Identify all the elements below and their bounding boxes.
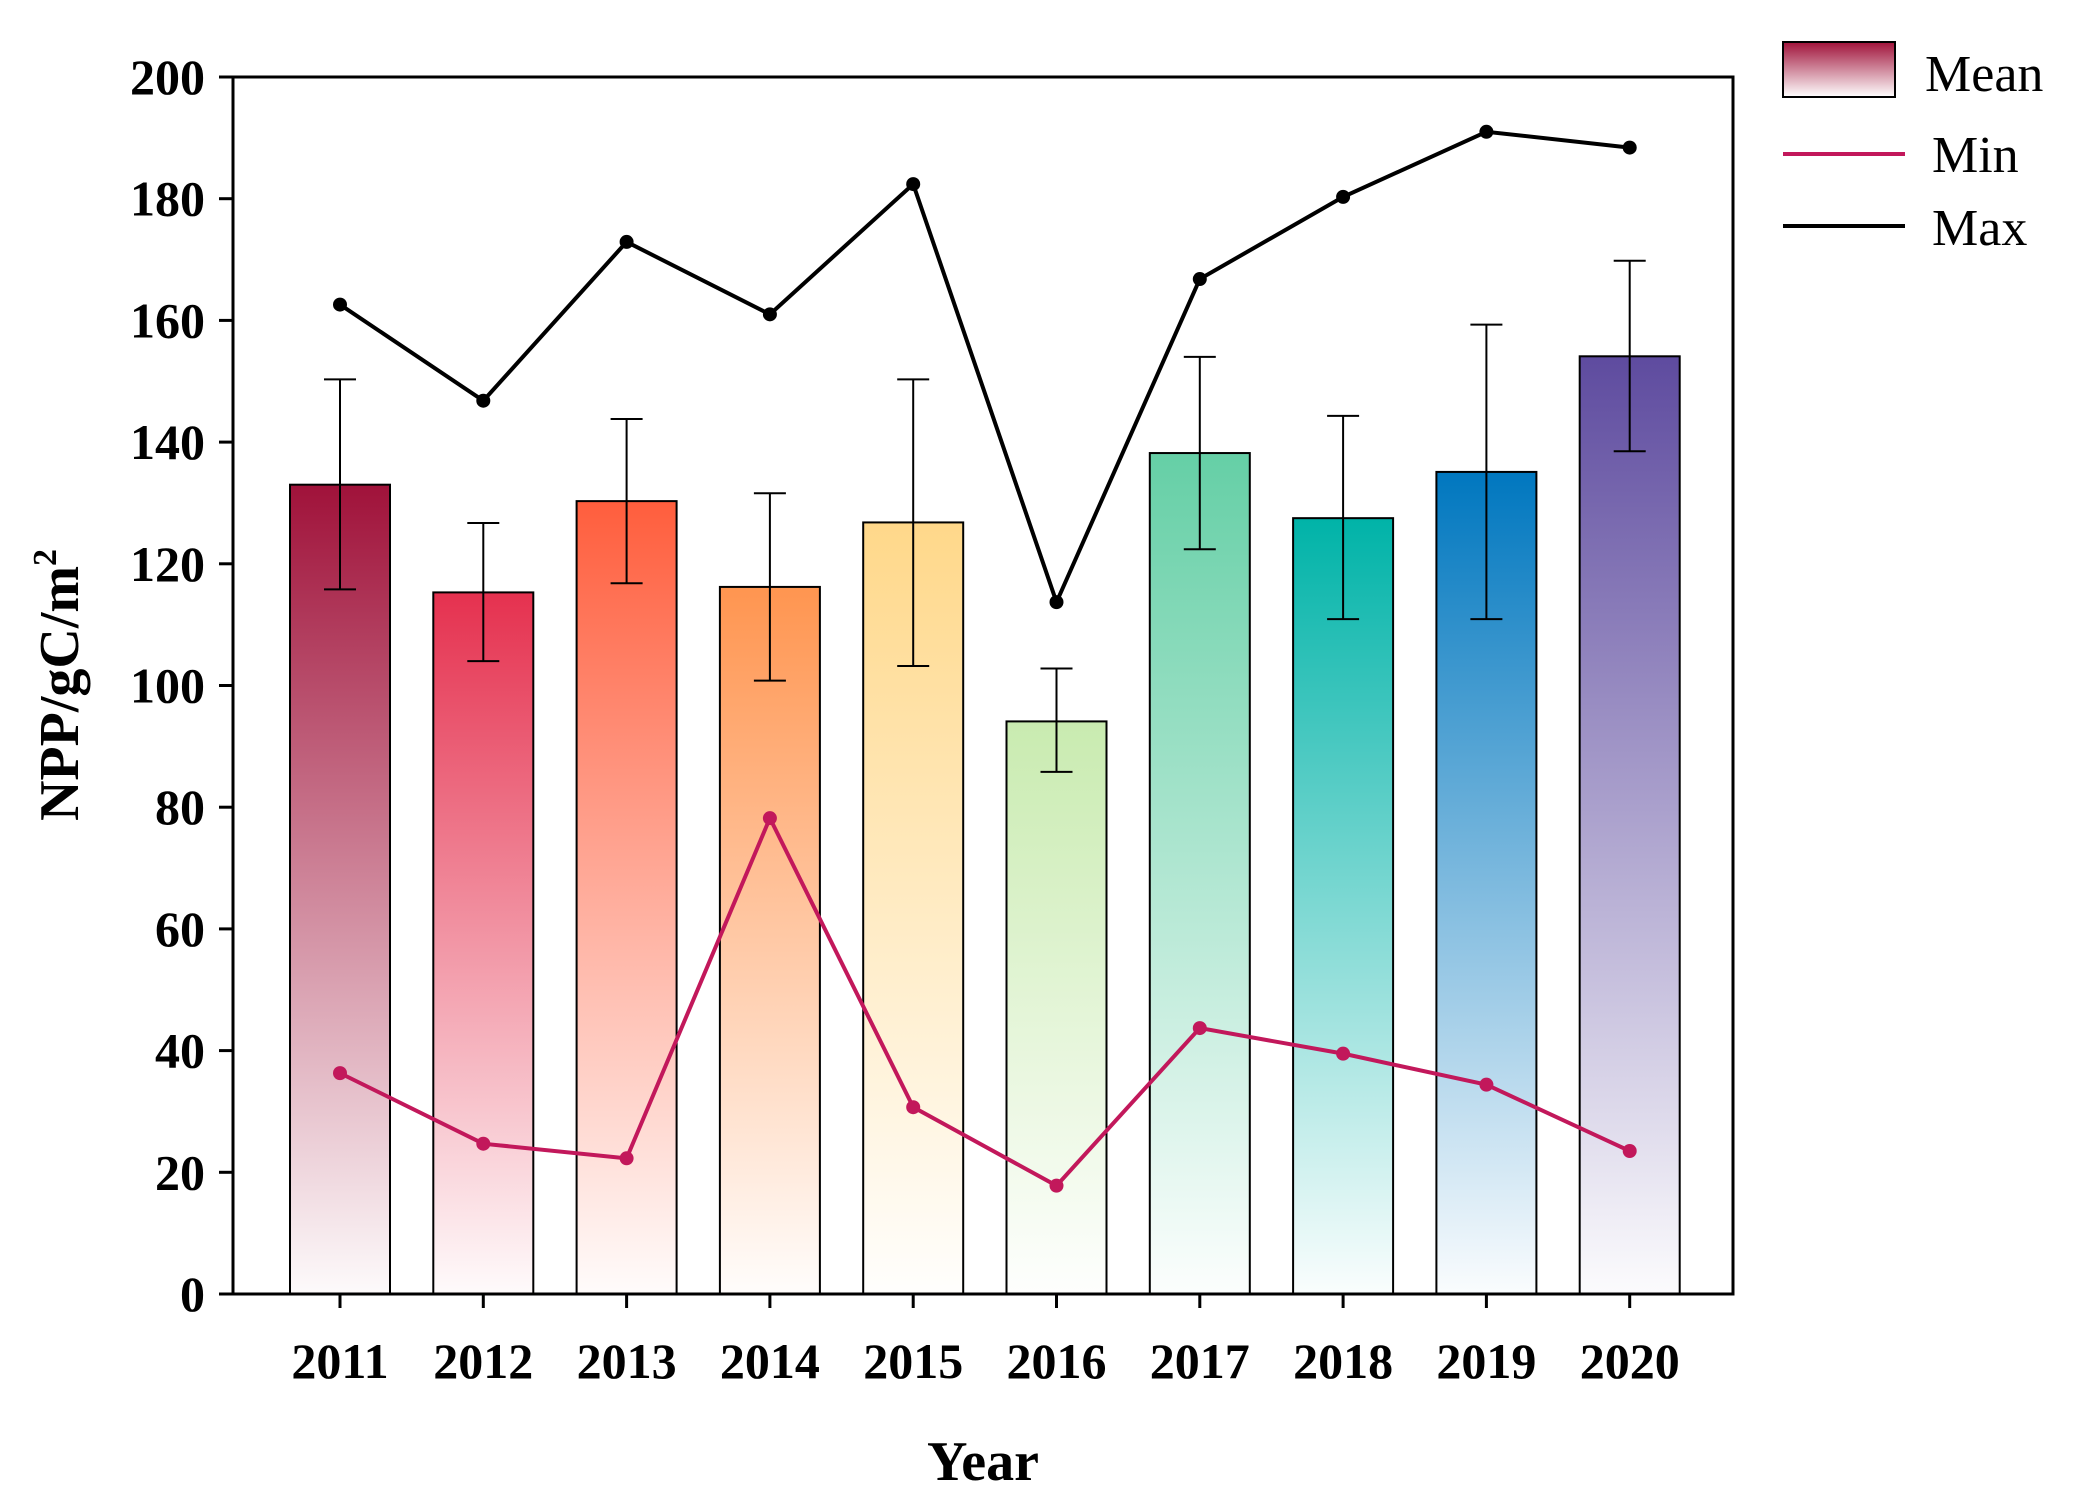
x-tick-label-2017: 2017 xyxy=(1150,1333,1250,1389)
point-max-2020 xyxy=(1622,140,1637,155)
error-bar-2016 xyxy=(1040,667,1073,773)
y-axis-title-superscript: 2 xyxy=(27,549,64,566)
line-min xyxy=(339,813,1631,1189)
point-max-2014 xyxy=(762,307,777,322)
y-tick-label-60: 60 xyxy=(155,901,205,957)
error-bar-2018 xyxy=(1327,414,1360,621)
y-tick-label-160: 160 xyxy=(130,292,205,348)
error-bar-2013 xyxy=(610,417,643,585)
point-min-2019 xyxy=(1479,1077,1494,1092)
error-bar-2020 xyxy=(1613,259,1646,453)
y-axis-title-main: NPP/gC/m xyxy=(29,566,91,821)
error-bar-2011 xyxy=(324,378,356,591)
line-max xyxy=(338,129,1630,608)
bars-group xyxy=(289,355,1681,1296)
point-max-2018 xyxy=(1336,189,1351,204)
legend-swatch-mean xyxy=(1782,41,1896,98)
bar-mean-2014 xyxy=(718,585,821,1295)
point-max-2016 xyxy=(1049,595,1064,610)
point-max-2015 xyxy=(906,177,921,192)
y-tick-label-0: 0 xyxy=(180,1266,205,1322)
legend: Mean Min Max xyxy=(1782,41,2043,257)
y-tick-label-80: 80 xyxy=(155,779,205,835)
error-bar-2014 xyxy=(753,492,786,682)
y-tick-label-200: 200 xyxy=(130,49,205,105)
y-tick-label-120: 120 xyxy=(130,536,205,592)
error-bar-2012 xyxy=(467,522,500,663)
bar-mean-2012 xyxy=(432,591,535,1295)
x-tick-label-2020: 2020 xyxy=(1580,1333,1680,1389)
y-tick-label-140: 140 xyxy=(130,414,205,470)
x-axis: 2011 2012 2013 2014 2015 2016 2017 2018 2019 2020 xyxy=(291,1294,1680,1389)
y-axis-title: NPP/gC/m2 xyxy=(27,549,91,821)
y-tick-label-20: 20 xyxy=(155,1144,205,1200)
x-tick-label-2013: 2013 xyxy=(577,1333,677,1389)
y-axis: 0 20 40 60 80 100 120 140 160 180 200 xyxy=(130,49,233,1322)
series-lines-group xyxy=(333,124,1637,1193)
point-min-2018 xyxy=(1336,1046,1351,1061)
error-bar-2017 xyxy=(1183,355,1216,551)
x-tick-label-2012: 2012 xyxy=(433,1333,533,1389)
point-min-2015 xyxy=(906,1100,921,1115)
x-tick-label-2011: 2011 xyxy=(291,1333,388,1389)
point-max-2013 xyxy=(619,234,634,249)
error-bar-2019 xyxy=(1470,323,1503,621)
x-tick-label-2014: 2014 xyxy=(720,1333,820,1389)
point-max-2019 xyxy=(1479,124,1494,139)
x-axis-title: Year xyxy=(927,1431,1039,1493)
bar-mean-2016 xyxy=(1005,720,1108,1295)
bar-mean-2018 xyxy=(1292,517,1395,1295)
point-min-2011 xyxy=(333,1066,347,1081)
legend-label-min: Min xyxy=(1932,127,2019,184)
bar-mean-2017 xyxy=(1148,452,1251,1296)
legend-label-max: Max xyxy=(1932,200,2027,257)
legend-label-mean: Mean xyxy=(1925,46,2043,103)
bar-mean-2011 xyxy=(289,483,391,1295)
x-tick-label-2015: 2015 xyxy=(863,1333,963,1389)
y-tick-label-180: 180 xyxy=(130,171,205,227)
y-tick-label-100: 100 xyxy=(130,658,205,714)
point-max-2017 xyxy=(1192,272,1207,287)
point-min-2017 xyxy=(1192,1021,1207,1036)
point-min-2016 xyxy=(1049,1178,1064,1193)
x-tick-label-2019: 2019 xyxy=(1436,1333,1536,1389)
x-tick-label-2016: 2016 xyxy=(1007,1333,1107,1389)
point-min-2012 xyxy=(476,1136,491,1151)
point-min-2014 xyxy=(762,811,777,826)
point-min-2020 xyxy=(1622,1144,1637,1159)
error-bars-group xyxy=(324,259,1646,773)
point-min-2013 xyxy=(619,1151,634,1166)
point-max-2011 xyxy=(333,297,347,312)
y-tick-label-40: 40 xyxy=(155,1023,205,1079)
x-tick-label-2018: 2018 xyxy=(1293,1333,1393,1389)
bar-mean-2013 xyxy=(575,500,678,1295)
point-max-2012 xyxy=(476,393,491,408)
error-bar-2015 xyxy=(897,378,930,668)
